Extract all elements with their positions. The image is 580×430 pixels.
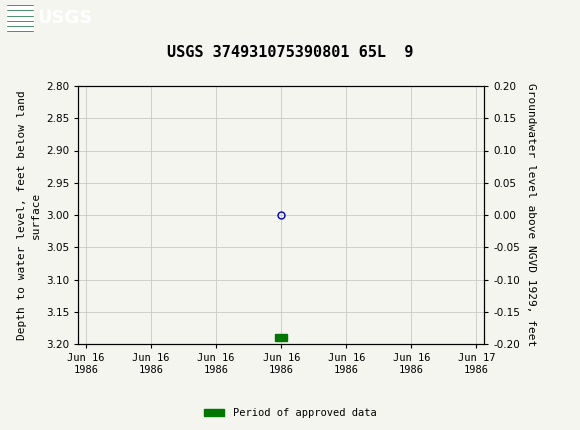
Bar — [276, 334, 287, 341]
Bar — [7, 5, 33, 31]
Text: USGS: USGS — [38, 9, 93, 27]
Y-axis label: Depth to water level, feet below land
surface: Depth to water level, feet below land su… — [17, 90, 41, 340]
Text: USGS 374931075390801 65L  9: USGS 374931075390801 65L 9 — [167, 45, 413, 60]
Y-axis label: Groundwater level above NGVD 1929, feet: Groundwater level above NGVD 1929, feet — [525, 83, 536, 347]
Legend: Period of approved data: Period of approved data — [200, 404, 380, 423]
